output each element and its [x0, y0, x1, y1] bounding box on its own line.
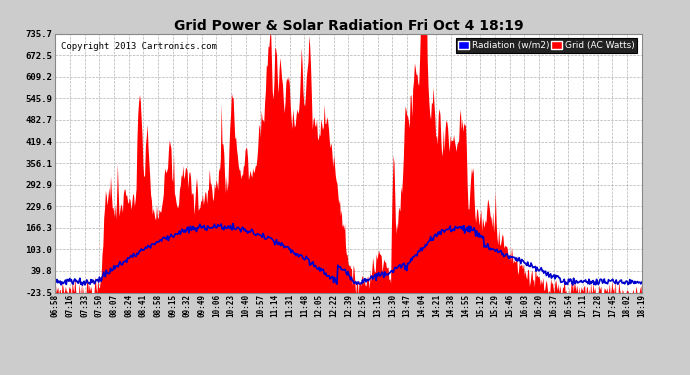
Legend: Radiation (w/m2), Grid (AC Watts): Radiation (w/m2), Grid (AC Watts) [455, 38, 637, 53]
Text: Copyright 2013 Cartronics.com: Copyright 2013 Cartronics.com [61, 42, 217, 51]
Title: Grid Power & Solar Radiation Fri Oct 4 18:19: Grid Power & Solar Radiation Fri Oct 4 1… [174, 19, 523, 33]
